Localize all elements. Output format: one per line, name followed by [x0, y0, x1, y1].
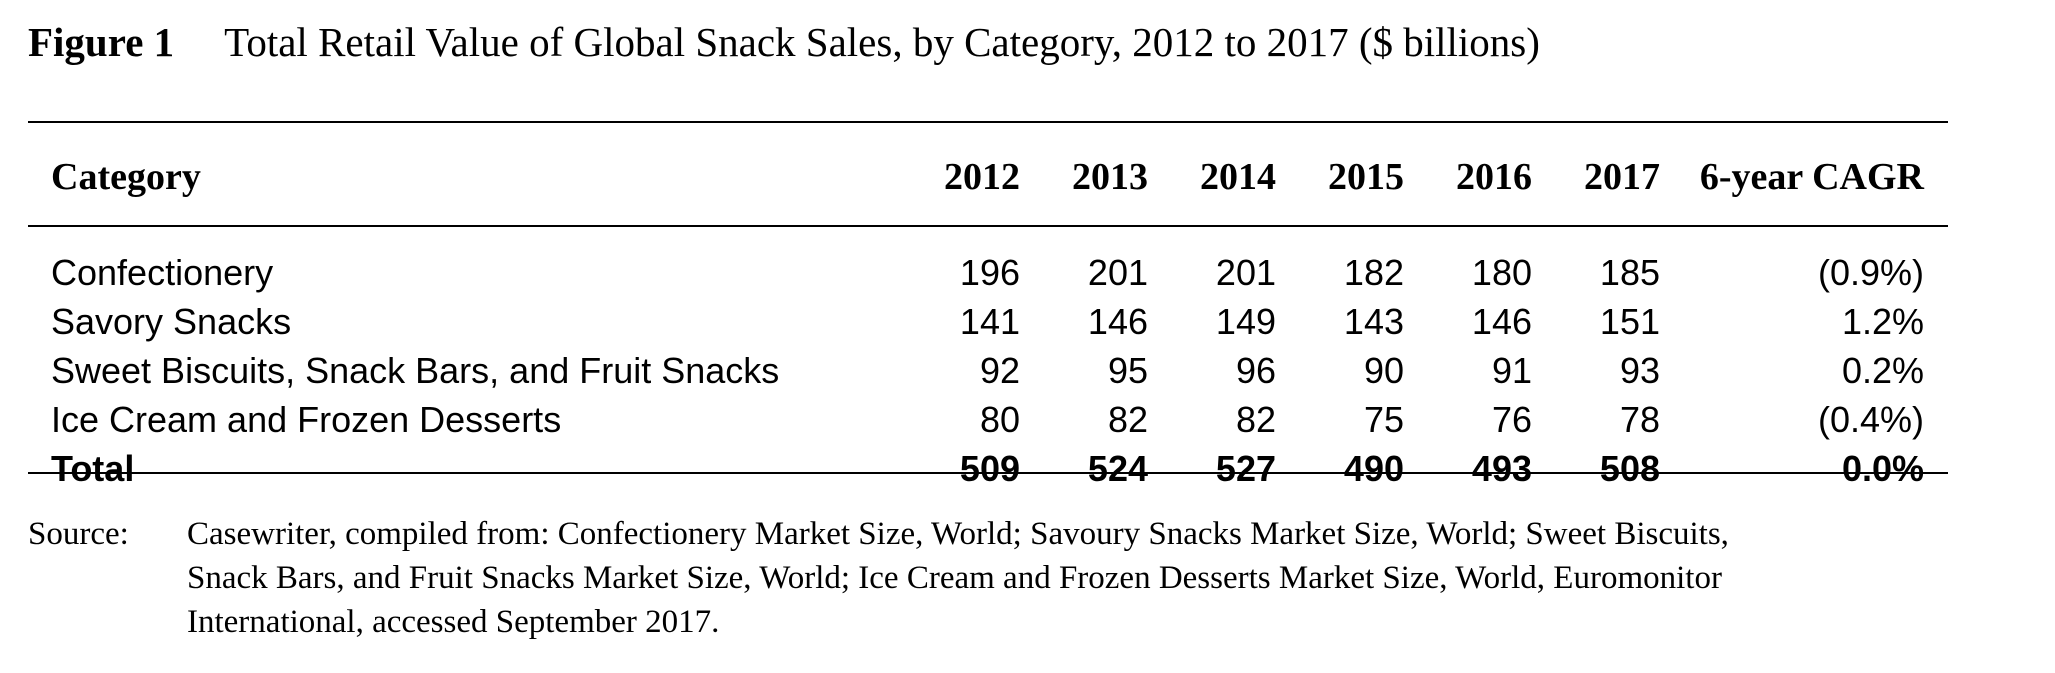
- value-2013: 146: [1087, 301, 1148, 342]
- value-2017: 93: [1619, 350, 1660, 391]
- source-line: Casewriter, compiled from: Confectionery…: [187, 516, 1729, 552]
- table-bottom-rule: [28, 472, 1948, 474]
- header-2014: 2014: [1200, 156, 1276, 198]
- total-2015: 490: [1343, 448, 1404, 489]
- source-text: Casewriter, compiled from: Confectionery…: [187, 512, 2038, 644]
- table-row: Sweet Biscuits, Snack Bars, and Fruit Sn…: [28, 346, 1948, 395]
- table-row: Ice Cream and Frozen Desserts 80 82 82 7…: [28, 395, 1948, 444]
- table-top-rule: [28, 121, 1948, 123]
- value-2012: 141: [959, 301, 1020, 342]
- table-row: Confectionery 196 201 201 182 180 185 (0…: [28, 248, 1948, 297]
- value-2014: 96: [1235, 350, 1276, 391]
- value-cagr: 0.2%: [1841, 350, 1924, 391]
- header-cagr: 6-year CAGR: [1699, 156, 1924, 198]
- value-2015: 75: [1363, 399, 1404, 440]
- value-2015: 143: [1343, 301, 1404, 342]
- value-2017: 185: [1599, 252, 1660, 293]
- value-2015: 182: [1343, 252, 1404, 293]
- value-cagr: 1.2%: [1841, 301, 1924, 342]
- value-2012: 80: [979, 399, 1020, 440]
- value-2017: 78: [1619, 399, 1660, 440]
- header-2017: 2017: [1584, 156, 1660, 198]
- value-2016: 76: [1491, 399, 1532, 440]
- value-2016: 180: [1471, 252, 1532, 293]
- figure-heading: Figure 1 Total Retail Value of Global Sna…: [28, 14, 1540, 70]
- figure-title: Total Retail Value of Global Snack Sales…: [224, 19, 1540, 65]
- table-header-row: Category 2012 2013 2014 2015 2016 2017 6…: [28, 150, 1948, 204]
- total-2014: 527: [1215, 448, 1276, 489]
- value-2015: 90: [1363, 350, 1404, 391]
- total-2013: 524: [1087, 448, 1148, 489]
- value-2012: 196: [959, 252, 1020, 293]
- value-2014: 201: [1215, 252, 1276, 293]
- value-2012: 92: [979, 350, 1020, 391]
- table-header-rule: [28, 225, 1948, 227]
- category-name: Ice Cream and Frozen Desserts: [51, 399, 562, 440]
- snack-sales-table: Category 2012 2013 2014 2015 2016 2017 6…: [28, 150, 1948, 493]
- total-2017: 508: [1599, 448, 1660, 489]
- value-2013: 95: [1107, 350, 1148, 391]
- value-2016: 146: [1471, 301, 1532, 342]
- value-cagr: (0.4%): [1817, 399, 1924, 440]
- value-cagr: (0.9%): [1817, 252, 1924, 293]
- figure-label: Figure 1: [28, 19, 175, 65]
- value-2014: 82: [1235, 399, 1276, 440]
- value-2014: 149: [1215, 301, 1276, 342]
- table-row: Savory Snacks 141 146 149 143 146 151 1.…: [28, 297, 1948, 346]
- value-2016: 91: [1491, 350, 1532, 391]
- header-2016: 2016: [1456, 156, 1532, 198]
- header-category: Category: [51, 156, 201, 198]
- source-note: Source: Casewriter, compiled from: Confe…: [28, 512, 2038, 644]
- category-name: Savory Snacks: [51, 301, 292, 342]
- header-spacer: [28, 204, 1948, 248]
- category-name: Confectionery: [51, 252, 274, 293]
- header-2015: 2015: [1328, 156, 1404, 198]
- value-2013: 201: [1087, 252, 1148, 293]
- source-label: Source:: [28, 516, 129, 552]
- value-2013: 82: [1107, 399, 1148, 440]
- total-2012: 509: [959, 448, 1020, 489]
- header-2013: 2013: [1072, 156, 1148, 198]
- total-row: Total 509 524 527 490 493 508 0.0%: [28, 444, 1948, 493]
- total-2016: 493: [1471, 448, 1532, 489]
- source-line: International, accessed September 2017.: [187, 604, 720, 640]
- total-label: Total: [51, 448, 135, 489]
- total-cagr: 0.0%: [1841, 448, 1924, 489]
- category-name: Sweet Biscuits, Snack Bars, and Fruit Sn…: [51, 350, 780, 391]
- value-2017: 151: [1599, 301, 1660, 342]
- source-line: Snack Bars, and Fruit Snacks Market Size…: [187, 560, 1722, 596]
- header-2012: 2012: [944, 156, 1020, 198]
